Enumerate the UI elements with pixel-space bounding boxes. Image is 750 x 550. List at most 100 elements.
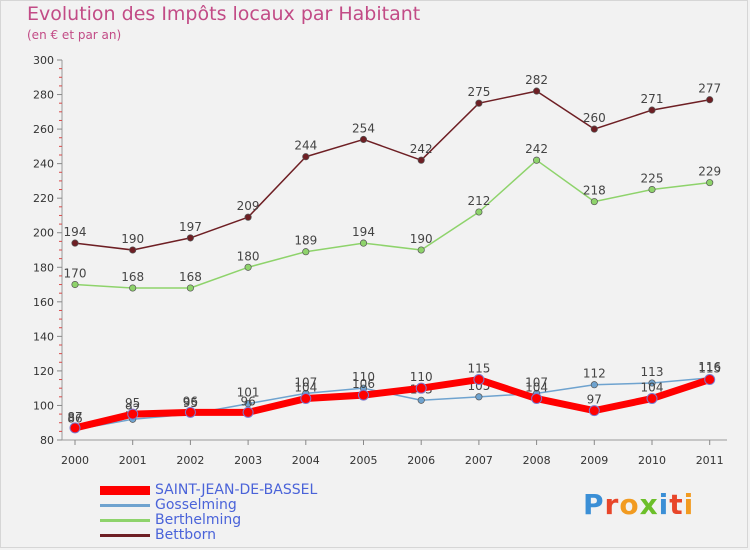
data-label: 275 (467, 85, 490, 99)
data-point (415, 382, 427, 394)
logo-letter: P (583, 488, 605, 521)
data-point (417, 156, 425, 164)
series-line (71, 376, 714, 432)
y-tick-label: 200 (33, 227, 54, 240)
legend-swatch (100, 519, 150, 522)
data-label: 194 (64, 225, 87, 239)
data-label: 229 (698, 165, 721, 179)
logo-letter: t (669, 488, 684, 521)
y-tick-label: 180 (33, 261, 54, 274)
data-point (590, 381, 598, 389)
data-point (475, 99, 483, 107)
data-point (359, 135, 368, 144)
data-point (69, 422, 81, 434)
data-point (186, 234, 194, 242)
legend-item: Bettborn (100, 527, 400, 544)
y-tick-label: 300 (33, 54, 54, 67)
legend: SAINT-JEAN-DE-BASSEL Gosselming Berthelmin… (100, 482, 400, 544)
x-tick-label: 2001 (119, 454, 147, 467)
logo-letter: o (619, 488, 640, 521)
x-tick-label: 2006 (407, 454, 435, 467)
data-point (706, 96, 714, 104)
y-tick-label: 100 (33, 399, 54, 412)
x-tick-label: 2003 (234, 454, 262, 467)
data-label: 242 (525, 142, 548, 156)
data-point (473, 374, 485, 386)
data-point (302, 248, 310, 256)
y-tick-label: 280 (33, 89, 54, 102)
data-point (359, 239, 368, 247)
data-label: 190 (410, 232, 433, 246)
x-tick-label: 2004 (292, 454, 320, 467)
data-point (533, 156, 541, 164)
data-label: 107 (294, 375, 317, 389)
data-point (475, 208, 483, 216)
data-label: 96 (240, 394, 255, 408)
x-tick-label: 2002 (176, 454, 204, 467)
data-point (531, 393, 543, 405)
data-label: 218 (583, 184, 606, 198)
data-point (71, 280, 79, 289)
data-point (129, 284, 137, 292)
data-point (300, 393, 312, 405)
data-point (706, 179, 714, 187)
data-point (475, 393, 483, 401)
data-label: 86 (67, 412, 82, 426)
legend-label: Gosselming (155, 497, 237, 513)
data-label: 115 (467, 362, 490, 376)
logo-letter: r (604, 488, 620, 521)
data-label: 104 (294, 381, 317, 395)
data-label: 110 (352, 370, 375, 384)
legend-swatch (100, 486, 150, 495)
data-label: 180 (237, 249, 260, 263)
chart-subtitle: (en € et par an) (27, 28, 122, 42)
legend-item: SAINT-JEAN-DE-BASSEL (100, 482, 400, 499)
data-label: 104 (525, 381, 548, 395)
data-point (244, 263, 252, 271)
series-line (74, 90, 711, 251)
data-point (302, 153, 310, 161)
data-label: 277 (698, 82, 721, 96)
data-label: 189 (294, 234, 317, 248)
data-label: 254 (352, 121, 375, 135)
data-point (417, 246, 425, 254)
data-label: 106 (352, 377, 375, 391)
data-label: 212 (467, 194, 490, 208)
data-label: 190 (121, 232, 144, 246)
data-label: 225 (641, 172, 664, 186)
data-point (588, 405, 600, 417)
data-label: 96 (183, 394, 198, 408)
data-label: 112 (583, 367, 606, 381)
data-label: 101 (237, 386, 260, 400)
logo-letter: x (639, 488, 659, 521)
legend-swatch (100, 534, 150, 537)
data-point (358, 389, 369, 401)
data-point (648, 379, 656, 387)
y-tick-label: 160 (33, 296, 54, 309)
data-point (646, 393, 658, 405)
series-line (74, 159, 711, 289)
y-tick-label: 240 (33, 158, 54, 171)
legend-item: Berthelming (100, 512, 400, 529)
chart-title: Evolution des Impôts locaux par Habitant (27, 3, 421, 25)
logo-letter: i (658, 488, 670, 521)
data-label: 115 (698, 362, 721, 376)
x-tick-label: 2000 (61, 454, 89, 467)
y-tick-label: 140 (33, 330, 54, 343)
x-tick-label: 2007 (465, 454, 493, 467)
logo-letter: i (683, 488, 695, 521)
data-point (184, 406, 196, 418)
data-label: 95 (183, 396, 198, 410)
legend-swatch (100, 504, 150, 507)
data-label: 209 (237, 199, 260, 213)
data-label: 271 (641, 92, 664, 106)
y-tick-label: 220 (33, 192, 54, 205)
data-label: 116 (698, 360, 721, 374)
data-label: 104 (641, 381, 664, 395)
data-label: 168 (121, 270, 144, 284)
data-point (648, 185, 656, 194)
y-tick-label: 120 (33, 365, 54, 378)
data-point (127, 408, 139, 420)
data-label: 170 (64, 267, 87, 281)
